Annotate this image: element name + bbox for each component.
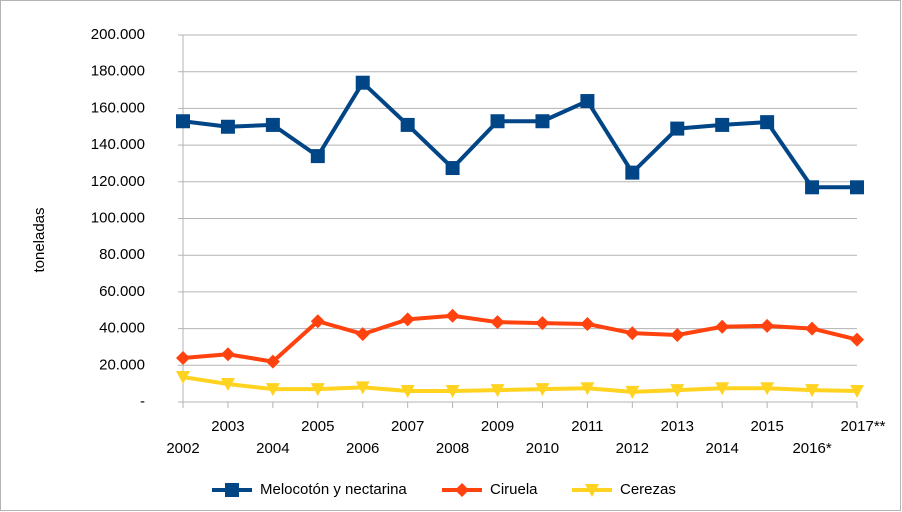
- y-tick-label: 180.000: [91, 63, 145, 80]
- data-point: [580, 317, 595, 332]
- series-line: [182, 80, 857, 190]
- x-tick-label: 2010: [526, 440, 559, 457]
- data-point: [715, 382, 730, 396]
- data-point: [310, 314, 325, 329]
- data-point: [670, 328, 685, 343]
- data-point: [355, 381, 370, 395]
- data-point: [580, 382, 595, 396]
- data-point: [490, 114, 505, 129]
- data-point: [176, 350, 190, 365]
- y-tick-label: 20.000: [99, 356, 145, 373]
- data-point: [850, 384, 864, 398]
- data-point: [625, 385, 640, 399]
- legend-label: Ciruela: [490, 481, 538, 498]
- x-tick-label: 2012: [616, 440, 649, 457]
- x-tick-label: 2004: [256, 440, 289, 457]
- legend-marker: [225, 483, 239, 497]
- data-point: [355, 75, 370, 90]
- y-tick-label: 200.000: [91, 26, 145, 43]
- data-point: [850, 332, 864, 347]
- x-tick-label: 2008: [436, 440, 469, 457]
- x-tick-label: 2017**: [840, 418, 885, 435]
- x-tick-label: 2002: [166, 440, 199, 457]
- x-tick-label: 2007: [391, 418, 424, 435]
- data-point: [310, 149, 325, 164]
- x-tick-label: 2015: [750, 418, 783, 435]
- x-tick-label: 2006: [346, 440, 379, 457]
- data-point: [176, 371, 190, 385]
- data-point: [760, 318, 775, 333]
- data-point: [760, 382, 775, 396]
- data-point: [850, 180, 864, 195]
- data-point: [400, 117, 415, 132]
- data-point: [400, 312, 415, 327]
- y-axis-label: toneladas: [31, 207, 48, 272]
- data-point: [805, 180, 820, 195]
- data-point: [220, 347, 235, 362]
- data-point: [490, 384, 505, 398]
- series-line: [182, 375, 858, 394]
- data-point: [400, 384, 415, 398]
- data-point: [625, 165, 640, 180]
- data-point: [445, 308, 460, 323]
- y-tick-label: 140.000: [91, 136, 145, 153]
- legend-marker: [455, 483, 469, 497]
- data-point: [490, 315, 505, 330]
- y-tick-label: -: [140, 393, 145, 410]
- data-point: [445, 384, 460, 398]
- data-point: [805, 321, 820, 336]
- y-tick-label: 40.000: [99, 320, 145, 337]
- x-tick-label: 2014: [706, 440, 739, 457]
- data-point: [220, 119, 235, 134]
- data-point: [310, 383, 325, 397]
- data-point: [715, 319, 730, 334]
- data-point: [220, 378, 235, 392]
- y-tick-label: 120.000: [91, 173, 145, 190]
- y-tick-label: 160.000: [91, 99, 145, 116]
- series-line: [182, 313, 858, 364]
- x-tick-label: 2013: [661, 418, 694, 435]
- x-tick-label: 2003: [211, 418, 244, 435]
- data-point: [355, 327, 370, 342]
- data-point: [535, 316, 550, 331]
- y-tick-label: 80.000: [99, 246, 145, 263]
- data-point: [805, 384, 820, 398]
- x-tick-label: 2016*: [792, 440, 831, 457]
- legend-label: Cerezas: [620, 481, 676, 498]
- data-point: [176, 114, 190, 129]
- data-point: [580, 94, 595, 109]
- data-point: [535, 114, 550, 129]
- legend-marker: [585, 484, 599, 497]
- data-point: [265, 117, 280, 132]
- data-point: [625, 326, 640, 341]
- data-point: [670, 121, 685, 136]
- data-point: [670, 384, 685, 398]
- legend-label: Melocotón y nectarina: [260, 481, 407, 498]
- x-tick-label: 2011: [571, 418, 603, 435]
- data-point: [760, 115, 775, 130]
- y-tick-label: 100.000: [91, 209, 145, 226]
- data-point: [265, 354, 280, 369]
- data-point: [715, 117, 730, 132]
- x-tick-label: 2009: [481, 418, 514, 435]
- data-point: [535, 383, 550, 397]
- data-point: [265, 383, 280, 397]
- data-point: [445, 161, 460, 176]
- x-tick-label: 2005: [301, 418, 334, 435]
- y-tick-label: 60.000: [99, 283, 145, 300]
